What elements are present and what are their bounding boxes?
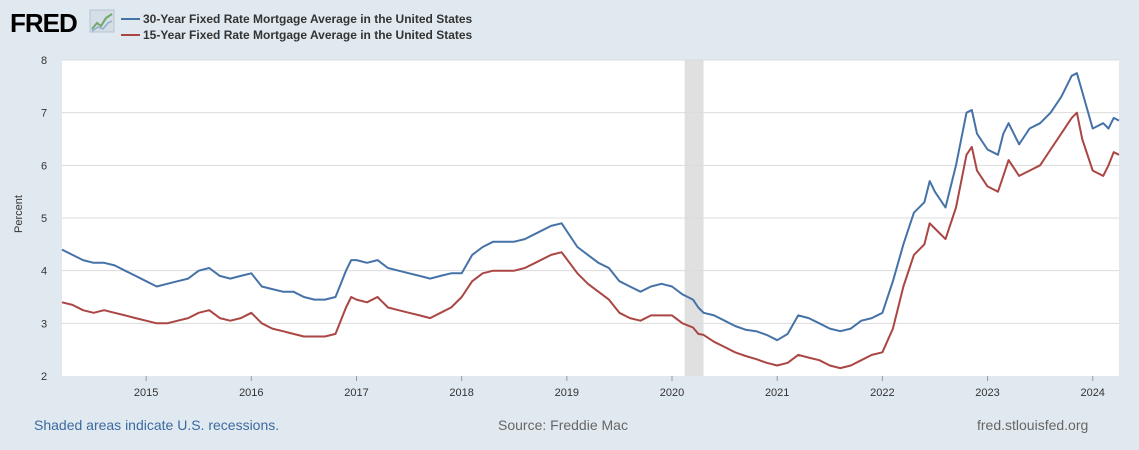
fred-logo-text: FRED [10,8,77,38]
site-url[interactable]: fred.stlouisfed.org [977,417,1088,433]
y-tick-label-3: 3 [41,318,47,330]
x-tick-label-2017: 2017 [344,387,368,399]
x-tick-label-2016: 2016 [239,387,263,399]
x-tick-label-2018: 2018 [449,387,473,399]
x-tick-label-2015: 2015 [134,387,158,399]
x-tick-label-2022: 2022 [870,387,894,399]
grid-lines [62,59,1119,324]
y-tick-labels: 2 3 4 5 6 7 8 [41,55,47,383]
line-chart-icon [89,9,115,33]
x-tick-label-2021: 2021 [765,387,789,399]
x-tick-label-2023: 2023 [975,387,999,399]
series-layer [61,72,1120,370]
recession-note[interactable]: Shaded areas indicate U.S. recessions. [34,417,279,433]
fred-logo[interactable]: FRED [10,8,115,38]
source-text: Source: Freddie Mac [498,417,628,433]
y-tick-label-4: 4 [41,266,47,278]
y-tick-label-2: 2 [41,371,47,383]
x-tick-label-2019: 2019 [555,387,579,399]
x-tick-label-2024: 2024 [1080,387,1104,399]
legend-label-30yr: 30-Year Fixed Rate Mortgage Average in t… [143,12,473,26]
legend-label-15yr: 15-Year Fixed Rate Mortgage Average in t… [143,28,473,42]
y-tick-label-7: 7 [41,108,47,120]
x-tick-label-2020: 2020 [660,387,684,399]
x-tick-labels: 2015 2016 2017 2018 2019 2020 2021 2022 2023 2024 [134,376,1105,399]
y-tick-label-5: 5 [41,213,47,225]
legend: 30-Year Fixed Rate Mortgage Average in t… [121,12,473,42]
series-line-15yr [61,111,1120,370]
y-tick-label-8: 8 [41,55,47,67]
y-tick-label-6: 6 [41,160,47,172]
y-axis-label: Percent [13,195,25,233]
series-line-30yr [61,72,1120,342]
